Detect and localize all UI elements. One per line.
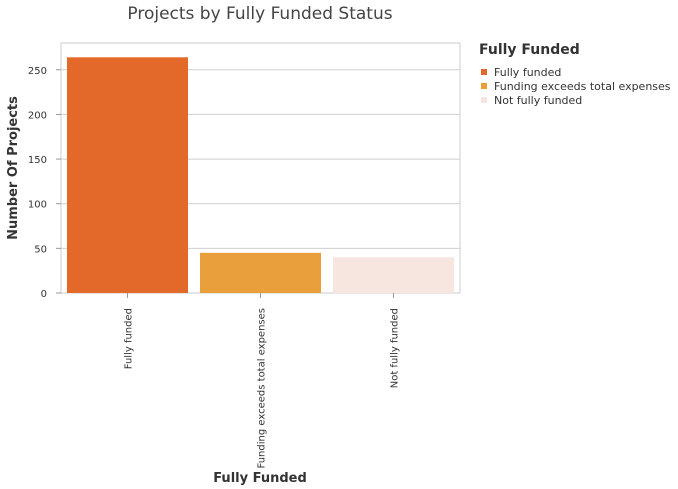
legend-swatch (481, 69, 487, 75)
legend-title: Fully Funded (479, 42, 580, 58)
y-tick-label: 250 (28, 66, 47, 77)
y-tick-label: 100 (28, 200, 47, 211)
legend-entry[interactable]: Fully funded (494, 66, 561, 79)
y-tick-label: 50 (34, 244, 47, 255)
y-tick-label: 200 (28, 110, 47, 121)
legend-swatch (481, 83, 487, 89)
bar-funding-exceeds-total-expenses[interactable] (200, 252, 321, 293)
bar-fully-funded[interactable] (67, 57, 188, 294)
legend-entry[interactable]: Funding exceeds total expenses (494, 80, 671, 93)
x-tick-label: Funding exceeds total expenses (257, 308, 268, 468)
chart-title: Projects by Fully Funded Status (127, 4, 392, 24)
x-axis-ticks: Fully funded Funding exceeds total expens… (124, 293, 401, 468)
legend-swatch (481, 97, 487, 103)
bars (67, 57, 454, 294)
bar-not-fully-funded[interactable] (333, 257, 454, 293)
x-axis-title: Fully Funded (213, 471, 307, 486)
y-tick-label: 150 (28, 155, 47, 166)
y-axis-title: Number Of Projects (6, 96, 21, 240)
x-tick-label: Not fully funded (390, 308, 401, 388)
x-tick-label: Fully funded (124, 308, 135, 369)
y-tick-label: 0 (41, 289, 47, 300)
legend-entry[interactable]: Not fully funded (494, 94, 582, 107)
plot-area: 0 50 100 150 200 250 Fully funded Funding exce… (28, 42, 461, 468)
y-axis-ticks: 0 50 100 150 200 250 (28, 66, 61, 300)
